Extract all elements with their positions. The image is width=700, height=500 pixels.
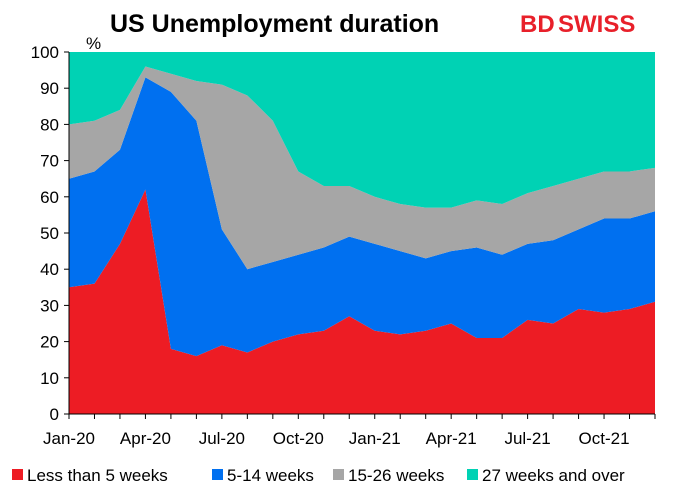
logo-swiss-text: SWISS: [558, 11, 635, 38]
area-series-4: [69, 52, 655, 208]
logo-bd-text: BD: [520, 11, 555, 38]
y-tick-label: 0: [50, 405, 59, 424]
legend: Less than 5 weeks 5-14 weeks 15-26 weeks 27…: [12, 466, 625, 485]
legend-label-3: 15-26 weeks: [348, 466, 444, 485]
x-tick-label: Apr-21: [426, 429, 477, 448]
area-series-1: [69, 189, 655, 414]
chart-title: US Unemployment duration: [110, 10, 439, 38]
brand-logo: BD SWISS: [520, 11, 635, 38]
x-tick-label: Jan-20: [43, 429, 95, 448]
legend-swatch-3: [333, 469, 344, 480]
y-tick-label: 90: [40, 79, 59, 98]
y-tick-label: 100: [31, 43, 59, 62]
legend-swatch-2: [212, 469, 223, 480]
legend-label-2: 5-14 weeks: [227, 466, 314, 485]
axes-group: [64, 51, 656, 419]
legend-label-1: Less than 5 weeks: [27, 466, 168, 485]
x-tick-label: Jul-20: [199, 429, 245, 448]
y-tick-label: 60: [40, 188, 59, 207]
y-tick-label: 20: [40, 333, 59, 352]
x-tick-label: Jan-21: [349, 429, 401, 448]
y-tick-label: 10: [40, 369, 59, 388]
y-tick-label: 30: [40, 296, 59, 315]
x-tick-label: Oct-21: [579, 429, 630, 448]
y-axis-unit-label: %: [86, 34, 101, 53]
y-tick-labels: 0 10 20 30 40 50 60 70 80 90 100: [31, 43, 59, 424]
y-tick-label: 80: [40, 115, 59, 134]
x-tick-label: Oct-20: [273, 429, 324, 448]
legend-label-4: 27 weeks and over: [482, 466, 625, 485]
y-tick-label: 50: [40, 224, 59, 243]
y-tick-label: 70: [40, 152, 59, 171]
area-series-group: [69, 52, 655, 414]
x-tick-labels: Jan-20 Apr-20 Jul-20 Oct-20 Jan-21 Apr-21 Jul-…: [43, 429, 630, 448]
x-tick-label: Apr-20: [120, 429, 171, 448]
legend-swatch-1: [12, 469, 23, 480]
area-series-3: [69, 66, 655, 270]
x-tick-label: Jul-21: [504, 429, 550, 448]
y-tick-label: 40: [40, 260, 59, 279]
legend-swatch-4: [467, 469, 478, 480]
area-series-2: [69, 77, 655, 357]
